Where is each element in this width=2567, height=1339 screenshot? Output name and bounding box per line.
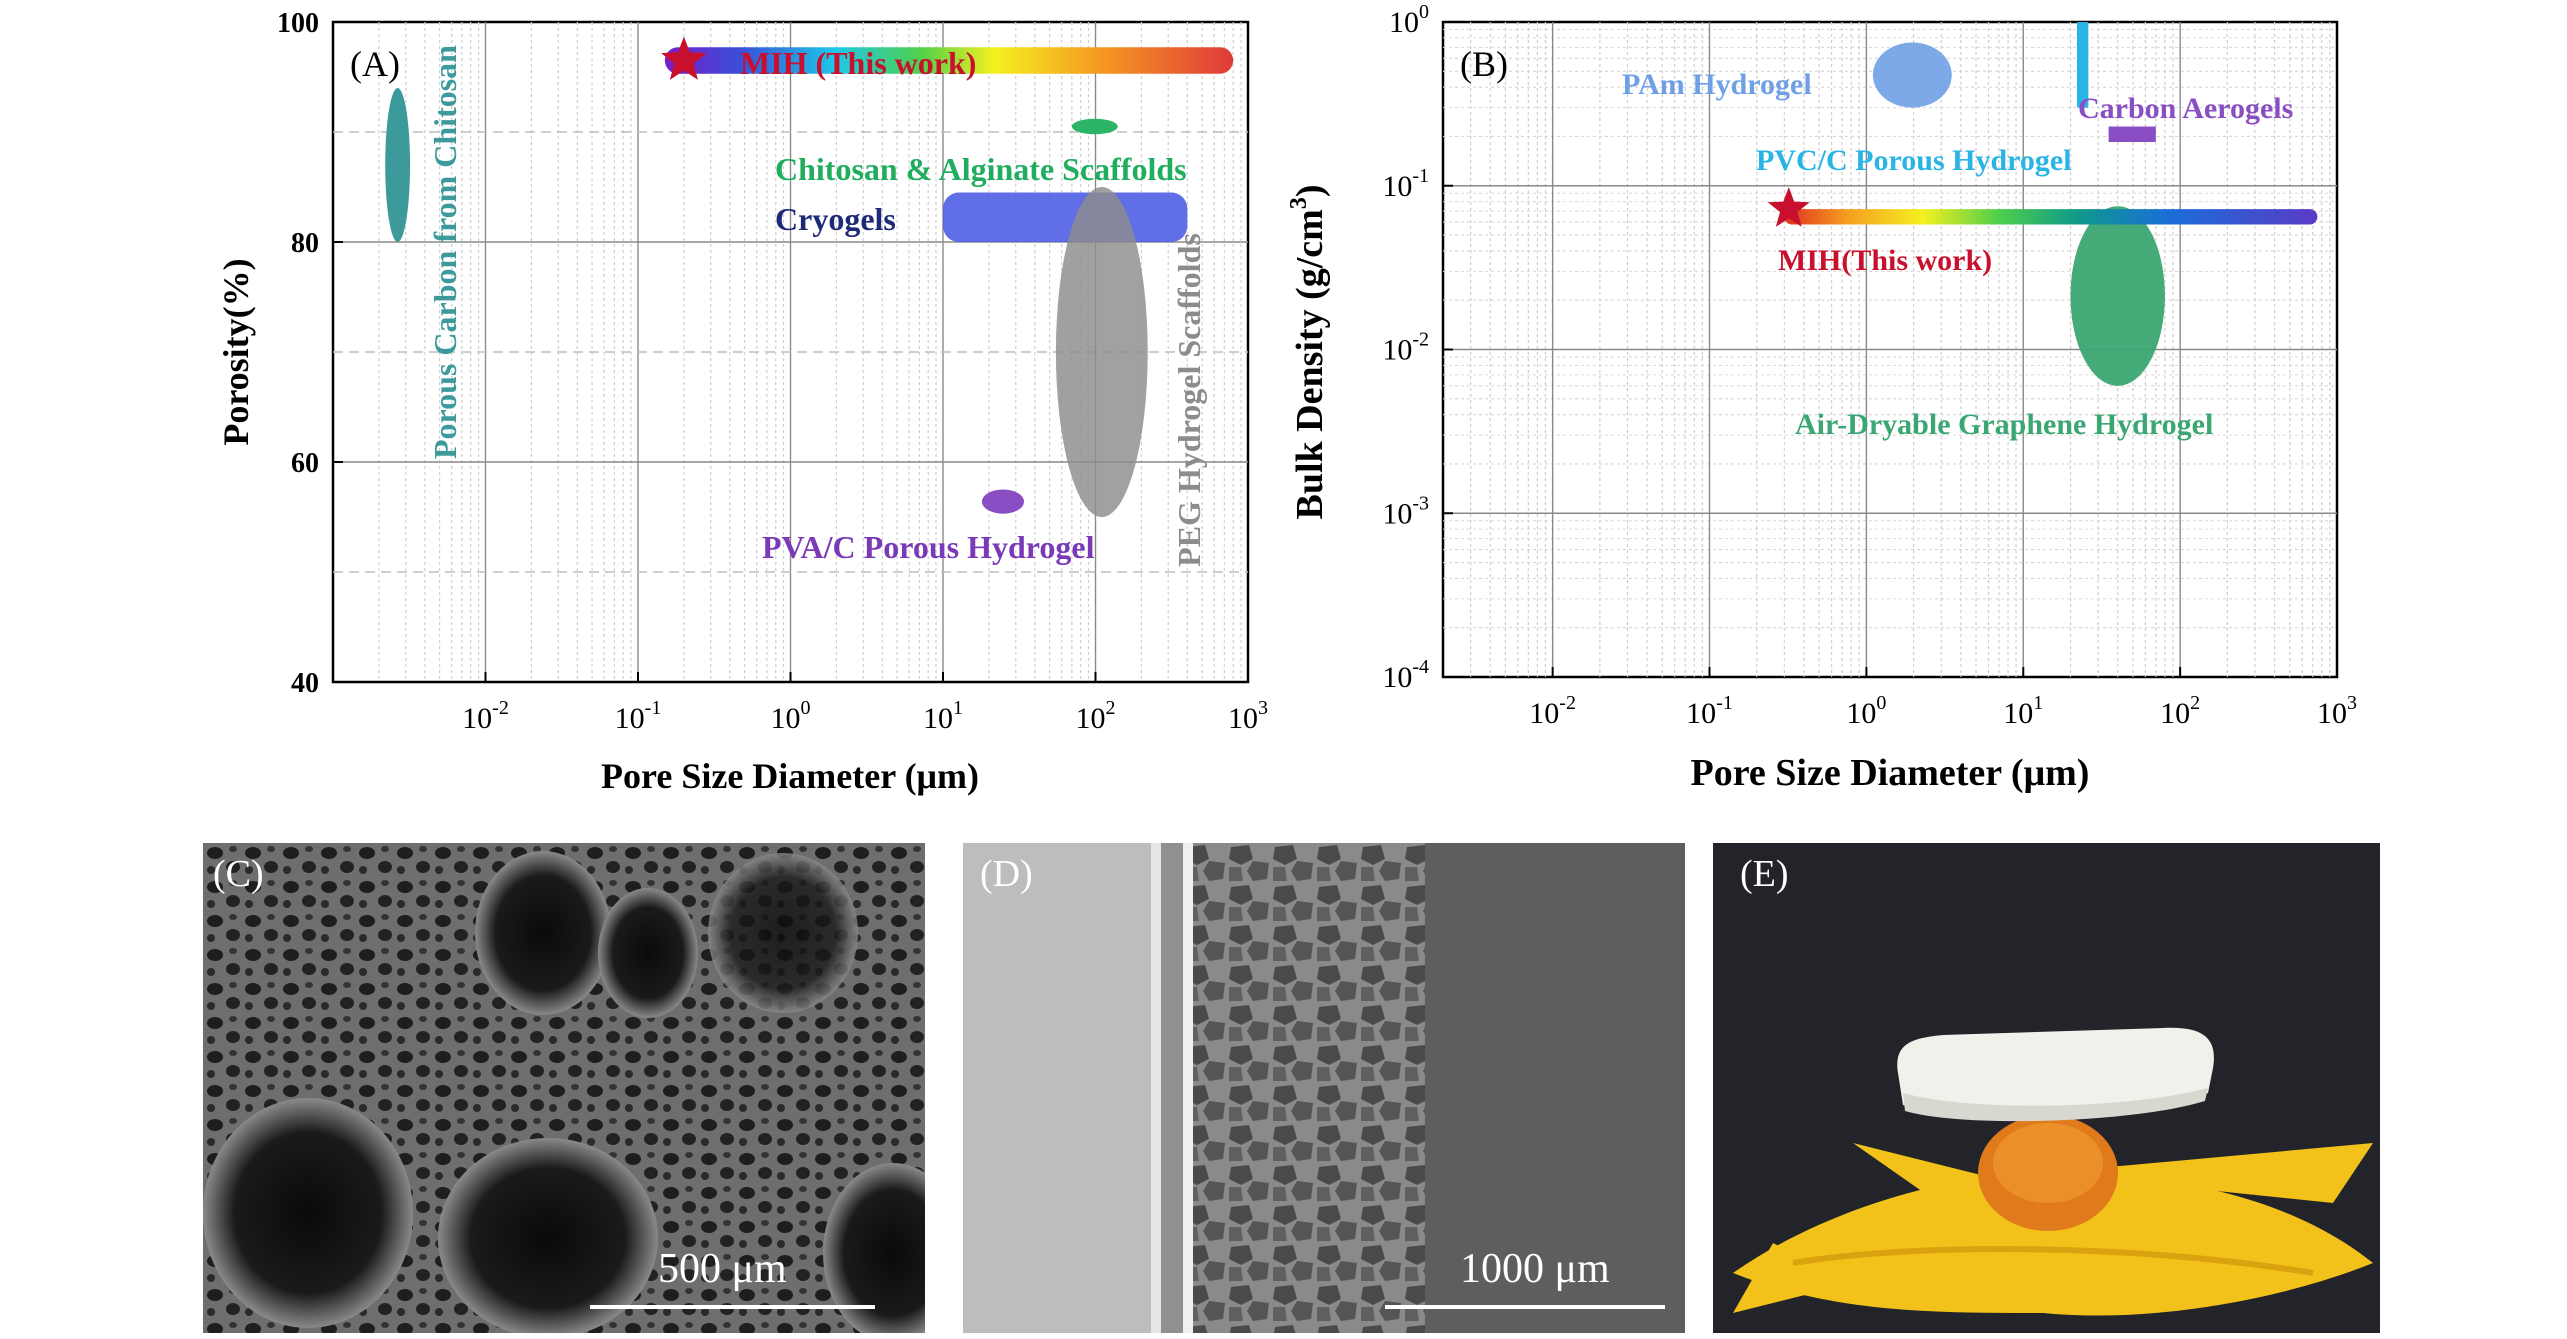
x-tick-label: 102 xyxy=(1076,697,1116,735)
y-tick-label: 100 xyxy=(277,8,319,39)
y-axis-title-b-base: Bulk Density (g/cm xyxy=(1289,209,1331,519)
region-pva-c xyxy=(981,489,1025,514)
x-tick-label: 10-1 xyxy=(1686,692,1733,730)
region-cryogels xyxy=(943,192,1188,242)
x-axis-title-b: Pore Size Diameter (μm) xyxy=(1691,752,2090,794)
region-pam-hydrogel xyxy=(1872,42,1952,108)
x-axis-title-a: Pore Size Diameter (μm) xyxy=(601,756,979,796)
chart-b: 10-2 10-1 100 101 102 10310-410-310-210-1100 … xyxy=(1286,1,2357,794)
photo-e-drawing xyxy=(1733,1027,2373,1316)
chart-a: 10-2 10-1 100 101 102 103 40 60 80 100 MIH (This … xyxy=(216,8,1268,796)
y-axis-title-b-sup: 3 xyxy=(1286,197,1312,209)
label-porous-carbon: Porous Carbon from Chitosan xyxy=(427,45,463,459)
label-mih-b: MIH(This work) xyxy=(1778,244,1992,277)
x-tick-label: 101 xyxy=(923,697,963,735)
scale-label-d: 1000 μm xyxy=(1460,1246,1610,1292)
label-peg: PEG Hydrogel Scaffolds xyxy=(1171,233,1207,567)
region-graphene-hydrogel xyxy=(2070,206,2165,386)
region-peg xyxy=(1055,187,1148,517)
scale-bar-d xyxy=(1385,1305,1665,1309)
y-tick-label: 40 xyxy=(291,668,319,699)
label-pam-hydrogel: PAm Hydrogel xyxy=(1622,68,1812,101)
scale-bar-c xyxy=(590,1305,875,1309)
x-tick-label: 102 xyxy=(2160,692,2200,730)
region-mih xyxy=(664,47,1234,74)
region-mih-b xyxy=(1784,209,2318,225)
x-tick-label: 103 xyxy=(2317,692,2357,730)
y-axis-title-b: Bulk Density (g/cm3) xyxy=(1286,184,1331,519)
panel-label-a: (A) xyxy=(350,44,400,84)
y-tick-label: 10-1 xyxy=(1382,165,1429,203)
label-cryogels: Cryogels xyxy=(775,201,896,237)
label-mih-a: MIH (This work) xyxy=(740,45,976,81)
panel-label-b: (B) xyxy=(1460,44,1508,84)
y-tick-label: 10-4 xyxy=(1382,656,1429,694)
y-axis-title-a: Porosity(%) xyxy=(216,258,256,445)
region-pvc-c xyxy=(2076,22,2089,108)
y-tick-label: 10-2 xyxy=(1382,329,1429,367)
mih-star-marker-a xyxy=(661,36,707,80)
flower-petals xyxy=(1733,1143,2373,1316)
ticks-a: 10-2 10-1 100 101 102 103 40 60 80 100 xyxy=(277,8,1268,735)
x-tick-label: 10-1 xyxy=(615,697,662,735)
y-tick-label: 10-3 xyxy=(1382,492,1429,530)
ticks-b: 10-2 10-1 100 101 102 103 10-4 10-3 10-2 10-1 100 xyxy=(1382,1,2357,730)
x-tick-label: 100 xyxy=(1846,692,1886,730)
region-chitosan-alginate xyxy=(1071,118,1118,135)
x-tick-label: 100 xyxy=(771,697,811,735)
sem-image-d xyxy=(963,843,1685,1333)
hydrogel-sample xyxy=(1897,1027,2214,1116)
region-carbon-aerogels xyxy=(2108,126,2156,143)
label-carbon-aerogels: Carbon Aerogels xyxy=(2078,92,2293,125)
photo-e xyxy=(1713,843,2380,1333)
flower-petal-shade xyxy=(1792,1246,2314,1276)
y-tick-label: 100 xyxy=(1389,1,1429,39)
regions-a: MIH (This work) Chitosan & Alginate Scaff… xyxy=(385,36,1234,567)
y-tick-label: 80 xyxy=(291,228,319,259)
region-porous-carbon xyxy=(385,88,411,242)
y-axis-title-b-end: ) xyxy=(1289,184,1331,197)
label-chitosan-alginate: Chitosan & Alginate Scaffolds xyxy=(775,151,1187,187)
x-tick-label: 10-2 xyxy=(1529,692,1576,730)
y-tick-label: 60 xyxy=(291,448,319,479)
sem-d-drawing xyxy=(963,843,1685,1333)
sem-c-drawing xyxy=(203,843,925,1333)
x-tick-label: 101 xyxy=(2003,692,2043,730)
panel-label-d: (D) xyxy=(980,853,1033,895)
grid-b xyxy=(1443,22,2337,677)
x-tick-label: 103 xyxy=(1228,697,1268,735)
x-tick-label: 10-2 xyxy=(462,697,509,735)
label-graphene-hydrogel: Air-Dryable Graphene Hydrogel xyxy=(1795,408,2213,441)
panel-label-e: (E) xyxy=(1740,853,1789,895)
label-pvc-c: PVC/C Porous Hydrogel xyxy=(1756,144,2072,177)
panel-label-c: (C) xyxy=(213,853,264,895)
flower-center-highlight xyxy=(1993,1123,2103,1203)
sem-image-c xyxy=(203,843,925,1333)
hydrogel-sample-shade xyxy=(1903,1088,2208,1122)
mih-star-marker-b xyxy=(1767,187,1810,227)
scale-label-c: 500 μm xyxy=(658,1246,787,1292)
label-pva-c: PVA/C Porous Hydrogel xyxy=(762,529,1095,565)
